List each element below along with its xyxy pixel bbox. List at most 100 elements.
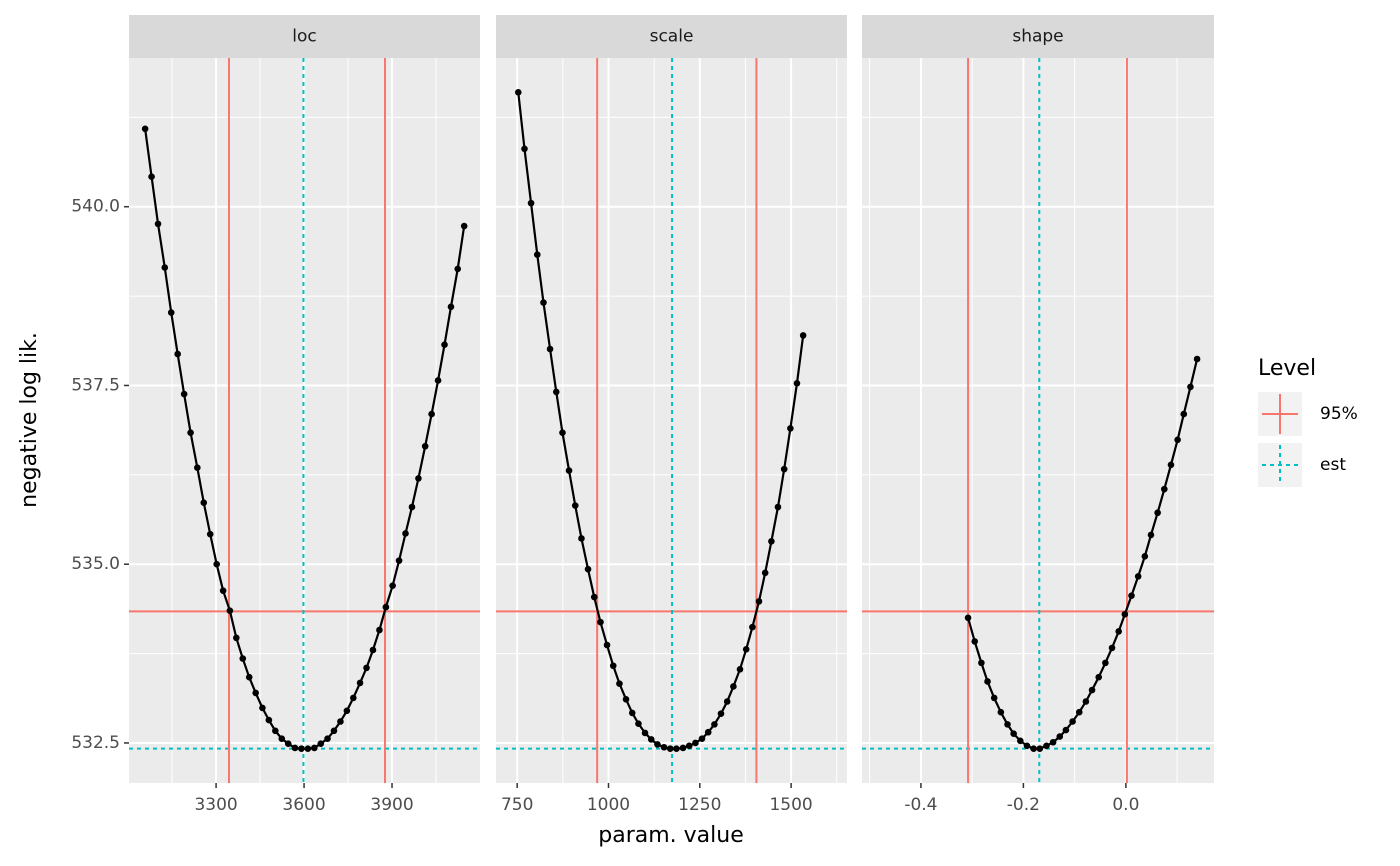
profile-point [571,502,579,509]
profile-point [654,741,661,748]
profile-point [187,429,194,436]
strip-background [496,15,847,58]
y-tick-label: 537.5 [71,375,120,395]
profile-point [521,145,528,153]
profile-point [206,530,214,538]
profile-point [514,89,522,96]
legend-label: est [1320,455,1346,475]
profile-point [723,698,731,705]
profile-point [447,303,455,311]
profile-point [1036,745,1044,752]
profile-point [1187,383,1194,391]
profile-point [698,735,706,742]
profile-point [742,645,750,653]
profile-point [527,199,535,207]
profile-point [1128,592,1135,599]
profile-point [252,689,259,697]
profile-line [517,92,805,750]
profile-point [233,634,240,642]
profile-point [350,694,357,702]
profile-point [1082,698,1090,705]
profile-point [311,744,318,752]
x-tick-label: 750 [501,795,533,815]
profile-point [584,565,592,573]
x-tick-label: 3600 [282,795,325,815]
profile-point [415,475,422,482]
profile-point [376,626,383,634]
profile-point [1121,610,1129,618]
profile-point [298,745,305,752]
profile-point [148,173,155,180]
profile-point [1069,718,1076,725]
profile-point [337,718,344,725]
x-tick-label: -0.4 [904,795,937,815]
profile-point [685,742,693,750]
strip-label: shape [1012,27,1063,47]
profile-point [609,662,617,670]
profile-point [1193,355,1201,363]
profile-point [711,721,718,728]
profile-point [1062,726,1070,734]
y-axis-title: negative log lik. [17,332,42,508]
x-tick-label: 1500 [769,795,812,815]
profile-point [369,646,377,654]
profile-point [1017,737,1024,745]
profile-point [161,264,169,271]
y-tick-label: 540.0 [71,197,120,217]
profile-point [622,696,630,703]
profile-point [971,638,979,645]
profile-point [616,680,623,687]
profile-point [780,465,788,473]
profile-point [1108,644,1116,652]
profile-point [167,309,175,316]
profile-point [1160,485,1168,493]
profile-point [597,618,604,626]
profile-point [434,377,442,384]
profile-point [460,222,468,230]
profile-point [1095,673,1103,681]
profile-point [730,683,737,690]
profile-point [382,603,390,611]
profile-point [641,729,649,737]
profile-point [408,503,416,511]
profile-point [799,332,807,339]
profile-point [1049,738,1057,746]
profile-point [213,560,220,568]
profile-point [1115,628,1122,635]
profile-point [1174,436,1181,444]
profile-point [363,664,370,672]
strip-label: scale [650,27,694,47]
profile-point [343,707,351,715]
strip-background [129,15,480,58]
profile-point [647,736,655,743]
profile-point [324,735,331,742]
strip-label: loc [292,27,316,47]
x-tick-label: 1000 [587,795,630,815]
profile-point [984,678,991,685]
profile-point [717,710,725,717]
strip-background [862,15,1214,58]
profile-point [1154,509,1161,517]
x-tick-label: 3900 [370,795,413,815]
x-tick-label: 0.0 [1112,795,1139,815]
profile-point [768,538,775,545]
profile-point [219,587,227,594]
profile-point [749,623,756,631]
profile-point [565,467,573,474]
profile-point [533,251,541,258]
profile-point [1004,721,1011,728]
profile-point [590,593,598,601]
profile-point [317,740,325,747]
profile-point [1023,742,1031,750]
profile-point [540,299,547,306]
profile-point [356,679,364,687]
profile-point [174,350,181,358]
profile-point [389,582,396,589]
profile-point [180,390,188,398]
profile-point [1075,708,1083,716]
profile-point [774,503,782,511]
profile-point [395,557,403,564]
profile-point [1102,659,1109,667]
x-tick-label: 1250 [678,795,721,815]
